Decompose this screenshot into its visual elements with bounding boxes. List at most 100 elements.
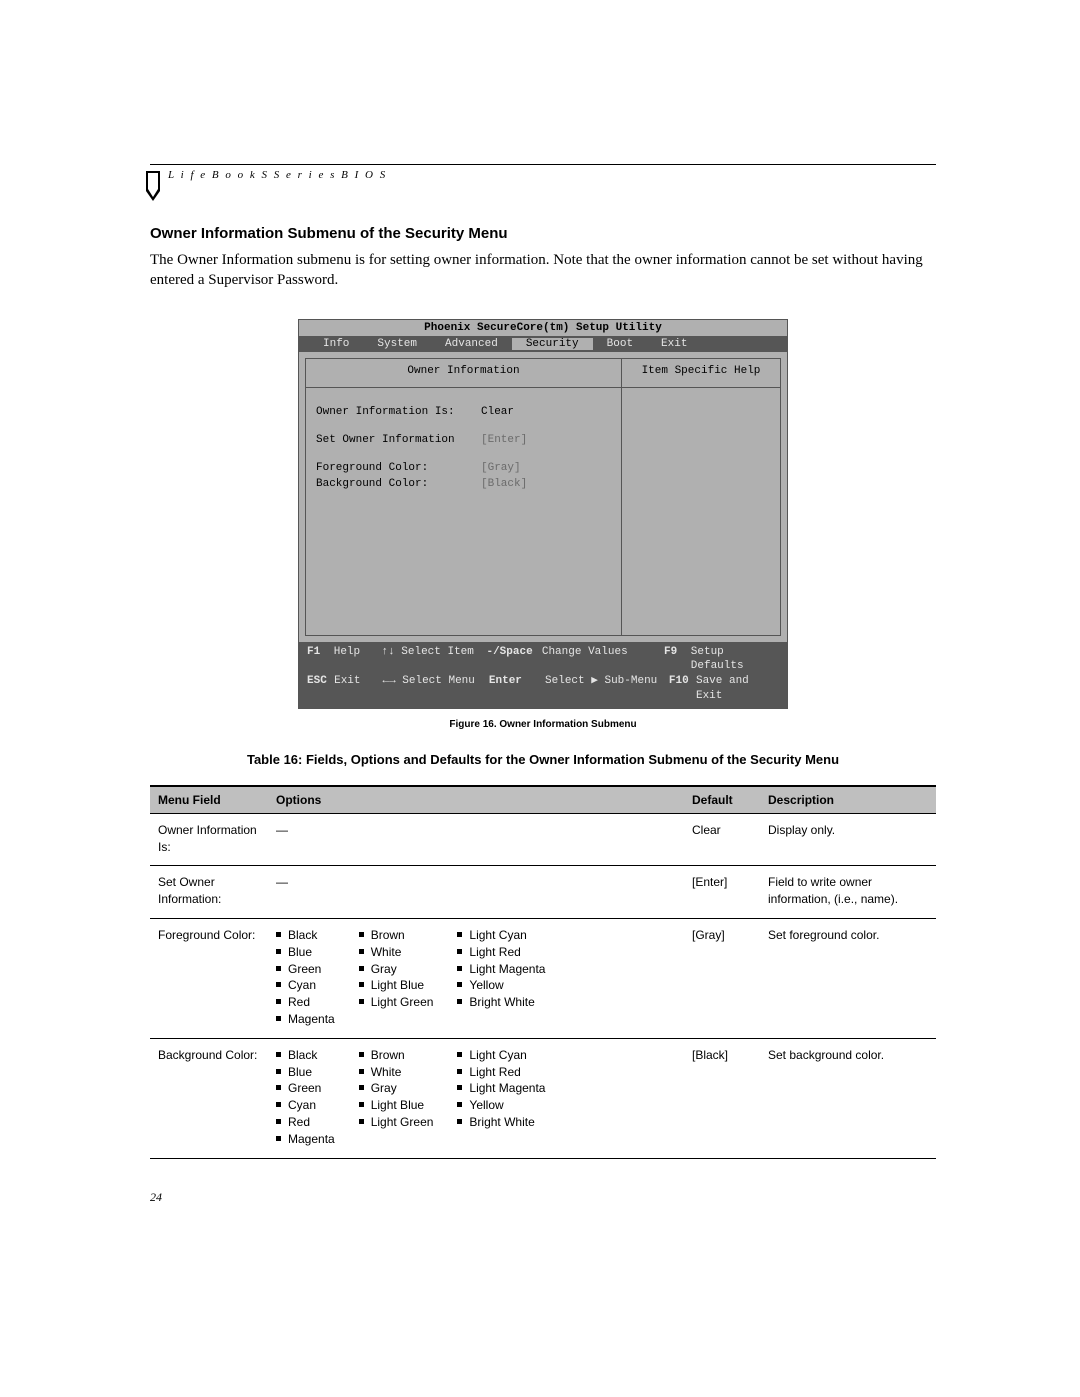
cell-options: — xyxy=(268,866,684,919)
cell-default: [Gray] xyxy=(684,919,760,1039)
option-item: Brown xyxy=(359,927,434,944)
options-table: Menu Field Options Default Description O… xyxy=(150,785,936,1159)
option-item: Blue xyxy=(276,944,335,961)
bios-field-row: Owner Information Is:Clear xyxy=(316,406,621,418)
bios-field-row: Set Owner Information[Enter] xyxy=(316,434,621,446)
figure-caption: Figure 16. Owner Information Submenu xyxy=(150,719,936,730)
option-item: Light Green xyxy=(359,994,434,1011)
table-row: Set Owner Information:—[Enter]Field to w… xyxy=(150,866,936,919)
option-item: Green xyxy=(276,961,335,978)
bios-help-title: Item Specific Help xyxy=(622,359,780,388)
bios-key-space: -/Space xyxy=(486,645,541,675)
bios-field-label: Background Color: xyxy=(316,478,481,490)
option-item: Black xyxy=(276,927,335,944)
th-description: Description xyxy=(760,786,936,814)
bios-field-row: Foreground Color:[Gray] xyxy=(316,462,621,474)
section-title: Owner Information Submenu of the Securit… xyxy=(150,225,936,242)
bios-tab-system: System xyxy=(363,338,431,350)
option-item: Green xyxy=(276,1080,335,1097)
bios-tab-security: Security xyxy=(512,338,593,350)
bios-title: Phoenix SecureCore(tm) Setup Utility xyxy=(299,320,787,336)
bios-key-f10: F10 xyxy=(669,674,696,704)
option-item: Light Blue xyxy=(359,977,434,994)
th-default: Default xyxy=(684,786,760,814)
option-item: Gray xyxy=(359,1080,434,1097)
cell-description: Set background color. xyxy=(760,1038,936,1158)
th-options: Options xyxy=(268,786,684,814)
option-item: Light Blue xyxy=(359,1097,434,1114)
bios-act-exit: Exit xyxy=(334,674,382,704)
bios-field-label: Set Owner Information xyxy=(316,434,481,446)
option-item: Light Red xyxy=(457,944,545,961)
option-item: Light Cyan xyxy=(457,1047,545,1064)
option-item: Blue xyxy=(276,1064,335,1081)
bios-nav-item: ↑↓ Select Item xyxy=(381,645,486,675)
option-item: Magenta xyxy=(276,1131,335,1148)
cell-default: [Black] xyxy=(684,1038,760,1158)
running-header: L i f e B o o k S S e r i e s B I O S xyxy=(168,169,936,181)
table-row: Foreground Color: BlackBlueGreenCyanRedMa… xyxy=(150,919,936,1039)
option-item: Gray xyxy=(359,961,434,978)
cell-default: Clear xyxy=(684,813,760,866)
option-item: Light Cyan xyxy=(457,927,545,944)
option-item: Red xyxy=(276,1114,335,1131)
cell-options: BlackBlueGreenCyanRedMagentaBrownWhiteGr… xyxy=(268,919,684,1039)
option-item: Light Green xyxy=(359,1114,434,1131)
cell-menu-field: Set Owner Information: xyxy=(150,866,268,919)
bios-act-defaults: Setup Defaults xyxy=(691,645,779,675)
bios-screenshot: Phoenix SecureCore(tm) Setup Utility Inf… xyxy=(298,319,788,709)
cell-menu-field: Foreground Color: xyxy=(150,919,268,1039)
cell-menu-field: Owner Information Is: xyxy=(150,813,268,866)
option-item: Cyan xyxy=(276,977,335,994)
bios-footer: F1 Help ↑↓ Select Item -/Space Change Va… xyxy=(299,642,787,708)
cell-description: Display only. xyxy=(760,813,936,866)
cell-default: [Enter] xyxy=(684,866,760,919)
option-item: Brown xyxy=(359,1047,434,1064)
logo-mark xyxy=(146,171,160,201)
bios-key-f1: F1 xyxy=(307,645,334,675)
bios-left-panel: Owner Information Owner Information Is:C… xyxy=(305,358,621,636)
option-item: Red xyxy=(276,994,335,1011)
option-item: Black xyxy=(276,1047,335,1064)
cell-description: Set foreground color. xyxy=(760,919,936,1039)
option-item: Bright White xyxy=(457,1114,545,1131)
option-item: White xyxy=(359,1064,434,1081)
option-item: Light Magenta xyxy=(457,961,545,978)
cell-description: Field to write owner information, (i.e.,… xyxy=(760,866,936,919)
table-row: Owner Information Is:—ClearDisplay only. xyxy=(150,813,936,866)
bios-tab-bar: InfoSystemAdvancedSecurityBootExit xyxy=(299,336,787,352)
option-item: Magenta xyxy=(276,1011,335,1028)
bios-tab-advanced: Advanced xyxy=(431,338,512,350)
bios-field-value: [Gray] xyxy=(481,462,521,474)
bios-act-change: Change Values xyxy=(542,645,664,675)
option-item: Light Magenta xyxy=(457,1080,545,1097)
bios-field-value: [Enter] xyxy=(481,434,527,446)
cell-options: BlackBlueGreenCyanRedMagenta BrownWhiteGr… xyxy=(268,1038,684,1158)
bios-tab-exit: Exit xyxy=(647,338,701,350)
bios-field-value: Clear xyxy=(481,406,514,418)
table-row: Background Color:BlackBlueGreenCyanRedMa… xyxy=(150,1038,936,1158)
option-item: Yellow xyxy=(457,977,545,994)
bios-key-enter: Enter xyxy=(489,674,545,704)
bios-key-esc: ESC xyxy=(307,674,334,704)
bios-act-help: Help xyxy=(334,645,382,675)
th-menu-field: Menu Field xyxy=(150,786,268,814)
bios-key-f9: F9 xyxy=(664,645,691,675)
page: L i f e B o o k S S e r i e s B I O S Ow… xyxy=(150,164,936,1159)
bios-tab-info: Info xyxy=(309,338,363,350)
option-item: Cyan xyxy=(276,1097,335,1114)
bios-field-value: [Black] xyxy=(481,478,527,490)
page-number: 24 xyxy=(150,1190,162,1205)
cell-options: — xyxy=(268,813,684,866)
bios-help-panel: Item Specific Help xyxy=(621,358,781,636)
option-item: Yellow xyxy=(457,1097,545,1114)
cell-menu-field: Background Color: xyxy=(150,1038,268,1158)
bios-act-save: Save and Exit xyxy=(696,674,779,704)
bios-field-label: Owner Information Is: xyxy=(316,406,481,418)
bios-act-submenu: Select ▶ Sub-Menu xyxy=(545,674,669,704)
intro-paragraph: The Owner Information submenu is for set… xyxy=(150,250,936,291)
option-item: Light Red xyxy=(457,1064,545,1081)
bios-left-title: Owner Information xyxy=(306,359,621,388)
option-item: Bright White xyxy=(457,994,545,1011)
bios-field-row: Background Color:[Black] xyxy=(316,478,621,490)
